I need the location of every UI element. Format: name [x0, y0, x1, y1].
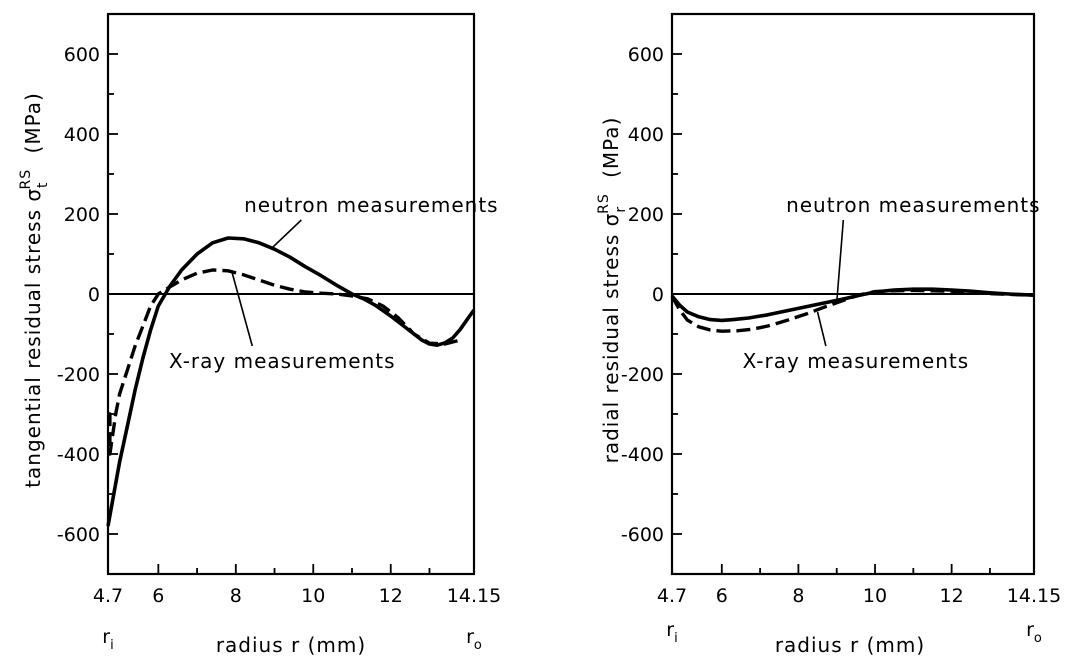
neutron-series-line — [106, 236, 476, 527]
y-tick-label: 0 — [88, 284, 100, 306]
x-axis-label: radius r (mm) — [775, 633, 925, 657]
y-axis-label-unit: (MPa) — [21, 92, 45, 161]
x-tick-label: 8 — [230, 585, 242, 607]
xray-annotation: X-ray measurements — [743, 349, 970, 373]
y-tick-label: 400 — [628, 124, 664, 146]
y-axis-label-sub: t — [35, 181, 51, 188]
annotation-leader-line — [231, 271, 254, 347]
y-tick-label: 200 — [628, 204, 664, 226]
x-tick-label: 8 — [792, 585, 804, 607]
annotation-leader-line — [835, 219, 845, 303]
x-tick-label: 6 — [152, 585, 164, 607]
y-axis-label-main: radial residual stress σ — [599, 213, 623, 464]
xray-series-line — [108, 268, 461, 456]
x-tick-label: 12 — [940, 585, 964, 607]
y-axis-label-sup: RS — [18, 169, 34, 190]
outer-radius-label: ro — [1026, 619, 1042, 646]
radial-stress-panel: 600 400 200 0 -200 -400 -600 4.7 6 8 10 12 14.15 neut… — [596, 12, 1061, 657]
neutron-annotation: neutron measurements — [786, 193, 1041, 217]
y-tick-label: -200 — [57, 364, 100, 386]
y-tick-label: -600 — [57, 524, 100, 546]
x-tick-label: 10 — [301, 585, 325, 607]
y-tick-label: -400 — [621, 444, 664, 466]
y-axis-label-sub: r — [613, 206, 629, 213]
outer-radius-label: ro — [466, 626, 482, 653]
x-tick-label: 14.15 — [1007, 585, 1061, 607]
outer-radius-subscript: o — [474, 638, 482, 653]
inner-radius-symbol: r — [102, 626, 110, 648]
inner-radius-symbol: r — [666, 619, 674, 641]
x-tick-label: 14.15 — [447, 585, 501, 607]
outer-radius-subscript: o — [1034, 631, 1042, 646]
y-axis-label-main: tangential residual stress σ — [21, 188, 45, 488]
x-tick-label: 4.7 — [93, 585, 123, 607]
inner-radius-label: ri — [666, 619, 677, 646]
inner-radius-label: ri — [102, 626, 113, 653]
outer-radius-symbol: r — [1026, 619, 1034, 641]
y-tick-label: -600 — [621, 524, 664, 546]
y-tick-label: 600 — [64, 44, 100, 66]
y-tick-label: 0 — [652, 284, 664, 306]
y-tick-label: -200 — [621, 364, 664, 386]
xray-annotation: X-ray measurements — [169, 349, 396, 373]
y-axis-label: radial residual stress σrRS (MPa) — [596, 117, 629, 464]
neutron-annotation: neutron measurements — [244, 193, 499, 217]
y-axis-label: tangential residual stress σtRS (MPa) — [18, 92, 51, 488]
inner-radius-subscript: i — [674, 631, 678, 646]
y-axis-label-sup: RS — [596, 193, 612, 214]
annotation-leader-line — [270, 219, 302, 250]
y-tick-label: -400 — [57, 444, 100, 466]
y-axis-label-unit: (MPa) — [599, 117, 623, 186]
x-tick-label: 10 — [863, 585, 887, 607]
y-tick-label: 600 — [628, 44, 664, 66]
inner-radius-subscript: i — [110, 638, 114, 653]
annotation-leader-line — [816, 311, 827, 347]
outer-radius-symbol: r — [466, 626, 474, 648]
x-tick-label: 12 — [379, 585, 403, 607]
tangential-stress-panel: 600 400 200 0 -200 -400 -600 4.7 6 8 10 12 14.15 neut… — [18, 12, 501, 657]
xray-series-line — [670, 288, 1035, 333]
y-tick-label: 400 — [64, 124, 100, 146]
x-tick-label: 4.7 — [657, 585, 687, 607]
x-tick-label: 6 — [716, 585, 728, 607]
x-axis-label: radius r (mm) — [216, 633, 366, 657]
y-tick-label: 200 — [64, 204, 100, 226]
